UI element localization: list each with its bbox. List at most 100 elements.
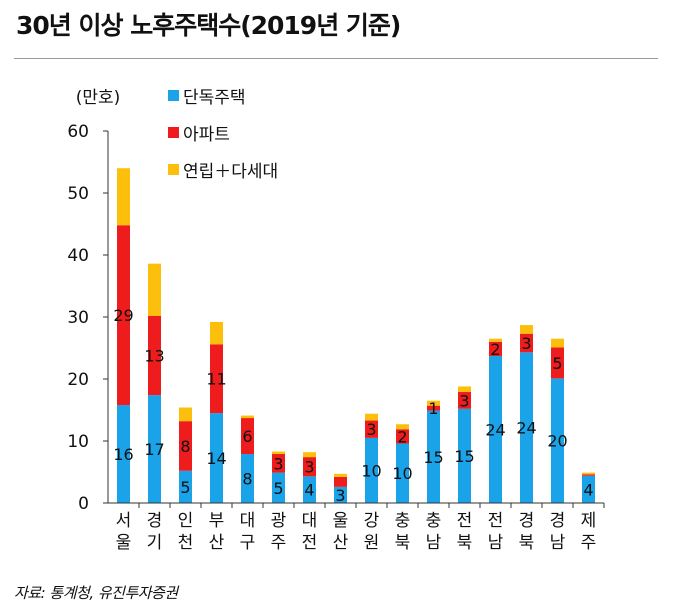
x-tick-label: 기 — [147, 533, 163, 553]
bar-segment — [334, 476, 347, 487]
bar-segment — [117, 168, 130, 226]
bar-segment — [427, 410, 440, 503]
bar-segment — [272, 454, 285, 473]
bar-segment — [458, 386, 471, 393]
bar-segment — [365, 420, 378, 438]
y-axis: 0 10 20 30 40 50 60 — [67, 122, 109, 514]
bar-segment — [396, 443, 409, 503]
data-label: 5 — [180, 478, 190, 497]
x-tick-label: 주 — [271, 533, 287, 553]
bar-segment — [241, 418, 254, 455]
bar-segment — [303, 457, 316, 477]
x-tick-label: 구 — [240, 533, 256, 553]
x-tick-label: 북 — [395, 533, 411, 553]
bar-segment — [148, 315, 161, 396]
data-label: 1 — [428, 399, 438, 418]
bar-segment — [117, 225, 130, 406]
bar-segment — [551, 338, 564, 348]
x-tick-label: 원 — [364, 533, 380, 553]
x-tick-label: 부 — [209, 511, 225, 531]
data-label: 8 — [242, 470, 252, 489]
legend-label: 단독주택 — [183, 88, 246, 108]
data-label: 20 — [547, 432, 567, 451]
bar-segment — [148, 263, 161, 316]
bar-segment — [303, 452, 316, 458]
x-tick-label: 주 — [581, 533, 597, 553]
bar-segment — [241, 454, 254, 503]
data-label: 17 — [144, 440, 164, 459]
bar-segment — [520, 325, 533, 334]
data-label: 5 — [552, 354, 562, 373]
data-label: 6 — [242, 427, 252, 446]
bars-layer — [117, 168, 595, 503]
bar-segment — [520, 352, 533, 503]
bar-segment — [551, 378, 564, 503]
data-label: 3 — [521, 334, 531, 353]
x-tick-label: 경 — [550, 511, 566, 531]
x-tick-label: 북 — [457, 533, 473, 553]
bar-segment — [582, 474, 595, 476]
x-tick-label: 충 — [426, 511, 442, 531]
bar-segment — [210, 344, 223, 414]
bar-segment — [117, 405, 130, 503]
data-label: 3 — [304, 458, 314, 477]
page-title: 30년 이상 노후주택수(2019년 기준) — [16, 11, 401, 40]
data-label: 15 — [423, 448, 443, 467]
bar-segment — [179, 421, 192, 471]
x-tick-label: 전 — [302, 533, 318, 553]
x-tick-label: 울 — [116, 533, 132, 553]
bar-segment — [582, 472, 595, 475]
bar-segment — [427, 400, 440, 406]
bar-segment — [396, 424, 409, 430]
x-tick-label: 제 — [581, 511, 597, 531]
bar-segment — [458, 392, 471, 409]
data-label: 11 — [206, 370, 226, 389]
y-tick-label: 0 — [78, 494, 89, 514]
bar-segment — [334, 486, 347, 503]
bar-segment — [365, 437, 378, 503]
x-tick-label: 전 — [488, 511, 504, 531]
source-note: 자료: 통계청, 유진투자증권 — [14, 584, 178, 602]
bar-segment — [582, 475, 595, 503]
bar-segment — [365, 413, 378, 421]
bar-segment — [179, 470, 192, 503]
x-tick-label: 서 — [116, 511, 132, 531]
y-tick-label: 60 — [67, 122, 89, 142]
bar-segment — [551, 347, 564, 379]
legend-swatch — [168, 90, 179, 101]
bar-segment — [396, 429, 409, 444]
data-label: 24 — [516, 419, 536, 438]
x-tick-label: 산 — [333, 533, 349, 553]
bar-segment — [272, 451, 285, 455]
data-label: 16 — [113, 445, 133, 464]
bar-segment — [241, 415, 254, 419]
data-labels-layer: 16 29 17 13 5 8 14 11 8 6 5 3 4 3 3 10 3 10 2 15 1 15 3 24 2 24 3 2… — [113, 306, 593, 505]
data-label: 8 — [180, 437, 190, 456]
x-tick-label: 전 — [457, 511, 473, 531]
y-tick-label: 20 — [67, 370, 89, 390]
y-tick-label: 10 — [67, 432, 89, 452]
y-axis-label: (만호) — [76, 88, 121, 108]
data-label: 4 — [583, 480, 593, 499]
data-label: 2 — [490, 340, 500, 359]
data-label: 29 — [113, 306, 133, 325]
bar-segment — [148, 395, 161, 503]
data-label: 3 — [459, 391, 469, 410]
data-label: 3 — [273, 454, 283, 473]
bar-segment — [210, 413, 223, 503]
legend-swatch — [168, 164, 179, 175]
data-label: 14 — [206, 449, 226, 468]
bar-segment — [179, 407, 192, 422]
y-tick-label: 50 — [67, 184, 89, 204]
x-tick-label: 울 — [333, 511, 349, 531]
x-tick-label: 대 — [240, 511, 256, 531]
data-label: 5 — [273, 479, 283, 498]
y-tick-label: 40 — [67, 246, 89, 266]
bar-segment — [334, 473, 347, 477]
x-tick-label: 대 — [302, 511, 318, 531]
bar-segment — [489, 356, 502, 503]
bar-segment — [272, 472, 285, 503]
data-label: 4 — [304, 481, 314, 500]
